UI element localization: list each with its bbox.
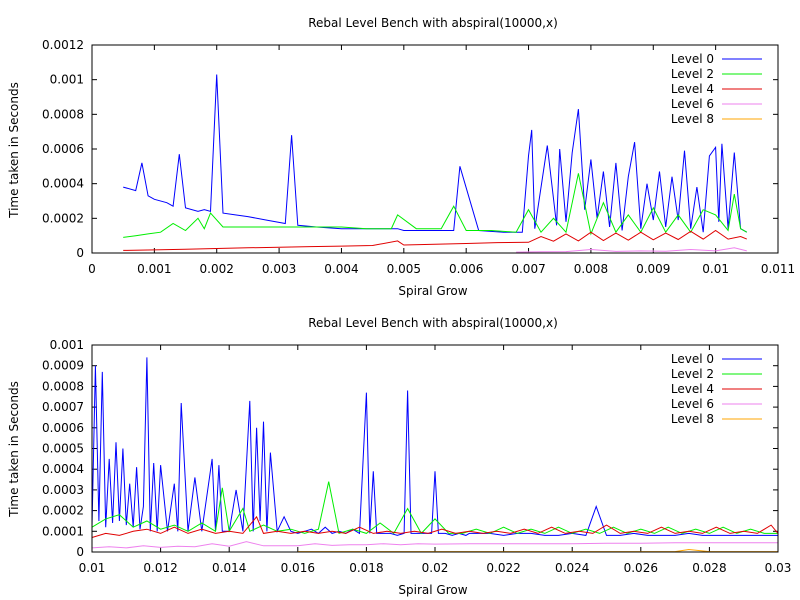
y-tick-label: 0.0005 [42, 442, 84, 456]
chart-2-yticks: 0 0.0001 0.0002 0.0003 0.0004 0.0005 0.0006 0.0… [42, 338, 778, 559]
series-line-level-4 [123, 229, 747, 251]
chart-2-frame [91, 344, 779, 553]
y-tick-label: 0.0004 [42, 462, 84, 476]
x-tick-label: 0.009 [636, 262, 670, 276]
chart-1-yticks: 0 0.0002 0.0004 0.0006 0.0008 0.001 0.0012 [42, 38, 778, 260]
legend-label: Level 2 [671, 67, 714, 81]
x-tick-label: 0.008 [574, 262, 608, 276]
series-line-level-2 [123, 173, 748, 238]
y-tick-label: 0.0008 [42, 107, 84, 121]
legend-label: Level 2 [671, 367, 714, 381]
y-tick-label: 0.0008 [42, 379, 84, 393]
y-tick-label: 0.0001 [42, 524, 84, 538]
y-tick-label: 0.0006 [42, 142, 84, 156]
x-tick-label: 0.01 [702, 262, 729, 276]
x-tick-label: 0.018 [349, 561, 383, 575]
legend-label: Level 0 [671, 352, 714, 366]
chart-1-xlabel: Spiral Grow [398, 284, 467, 298]
series-line-level-8 [297, 548, 778, 553]
y-tick-label: 0.0012 [42, 38, 84, 52]
x-tick-label: 0.006 [449, 262, 483, 276]
legend-label: Level 8 [671, 412, 714, 426]
y-tick-label: 0.0004 [42, 177, 84, 191]
legend-label: Level 0 [671, 52, 714, 66]
legend-label: Level 4 [671, 382, 714, 396]
x-tick-label: 0.002 [200, 262, 234, 276]
chart-1-frame [91, 44, 779, 254]
y-tick-label: 0 [76, 545, 84, 559]
x-tick-label: 0.003 [262, 262, 296, 276]
chart-1-ylabel: Time taken in Seconds [7, 82, 21, 219]
x-tick-label: 0.004 [324, 262, 358, 276]
series-line-level-6 [91, 541, 778, 549]
legend-label: Level 8 [671, 112, 714, 126]
chart-1-title: Rebal Level Bench with abspiral(10000,x) [308, 16, 558, 30]
chart-1: Rebal Level Bench with abspiral(10000,x)… [7, 16, 795, 298]
y-tick-label: 0.0009 [42, 359, 84, 373]
x-tick-label: 0.014 [212, 561, 246, 575]
legend-label: Level 6 [671, 97, 714, 111]
y-tick-label: 0.0003 [42, 483, 84, 497]
chart-1-xticks: 0 0.001 0.002 0.003 0.004 0.005 0.006 0.007 0.00… [88, 45, 795, 276]
y-tick-label: 0 [76, 246, 84, 260]
chart-2-xlabel: Spiral Grow [398, 583, 467, 597]
x-tick-label: 0.005 [387, 262, 421, 276]
x-tick-label: 0.01 [79, 561, 106, 575]
x-tick-label: 0.016 [281, 561, 315, 575]
legend-label: Level 6 [671, 397, 714, 411]
x-tick-label: 0 [88, 262, 96, 276]
chart-2: Rebal Level Bench with abspiral(10000,x)… [7, 316, 791, 597]
y-tick-label: 0.0006 [42, 421, 84, 435]
y-tick-label: 0.0002 [42, 504, 84, 518]
x-tick-label: 0.028 [692, 561, 726, 575]
series-line-level-0 [91, 357, 778, 536]
x-tick-label: 0.001 [137, 262, 171, 276]
x-tick-label: 0.02 [422, 561, 449, 575]
legend-label: Level 4 [671, 82, 714, 96]
y-tick-label: 0.001 [50, 73, 84, 87]
x-tick-label: 0.03 [765, 561, 792, 575]
x-tick-label: 0.026 [624, 561, 658, 575]
y-tick-label: 0.0002 [42, 211, 84, 225]
series-line-level-4 [91, 515, 779, 538]
x-tick-label: 0.007 [511, 262, 545, 276]
x-tick-label: 0.011 [761, 262, 795, 276]
y-tick-label: 0.001 [50, 338, 84, 352]
chart-2-title: Rebal Level Bench with abspiral(10000,x) [308, 316, 558, 330]
series-line-level-6 [516, 247, 747, 253]
x-tick-label: 0.024 [555, 561, 589, 575]
chart-2-ylabel: Time taken in Seconds [7, 381, 21, 518]
chart-1-plot-area [123, 74, 748, 253]
x-tick-label: 0.012 [143, 561, 177, 575]
series-line-level-2 [91, 481, 778, 535]
series-line-level-0 [123, 74, 748, 233]
y-tick-label: 0.0007 [42, 400, 84, 414]
x-tick-label: 0.022 [486, 561, 520, 575]
